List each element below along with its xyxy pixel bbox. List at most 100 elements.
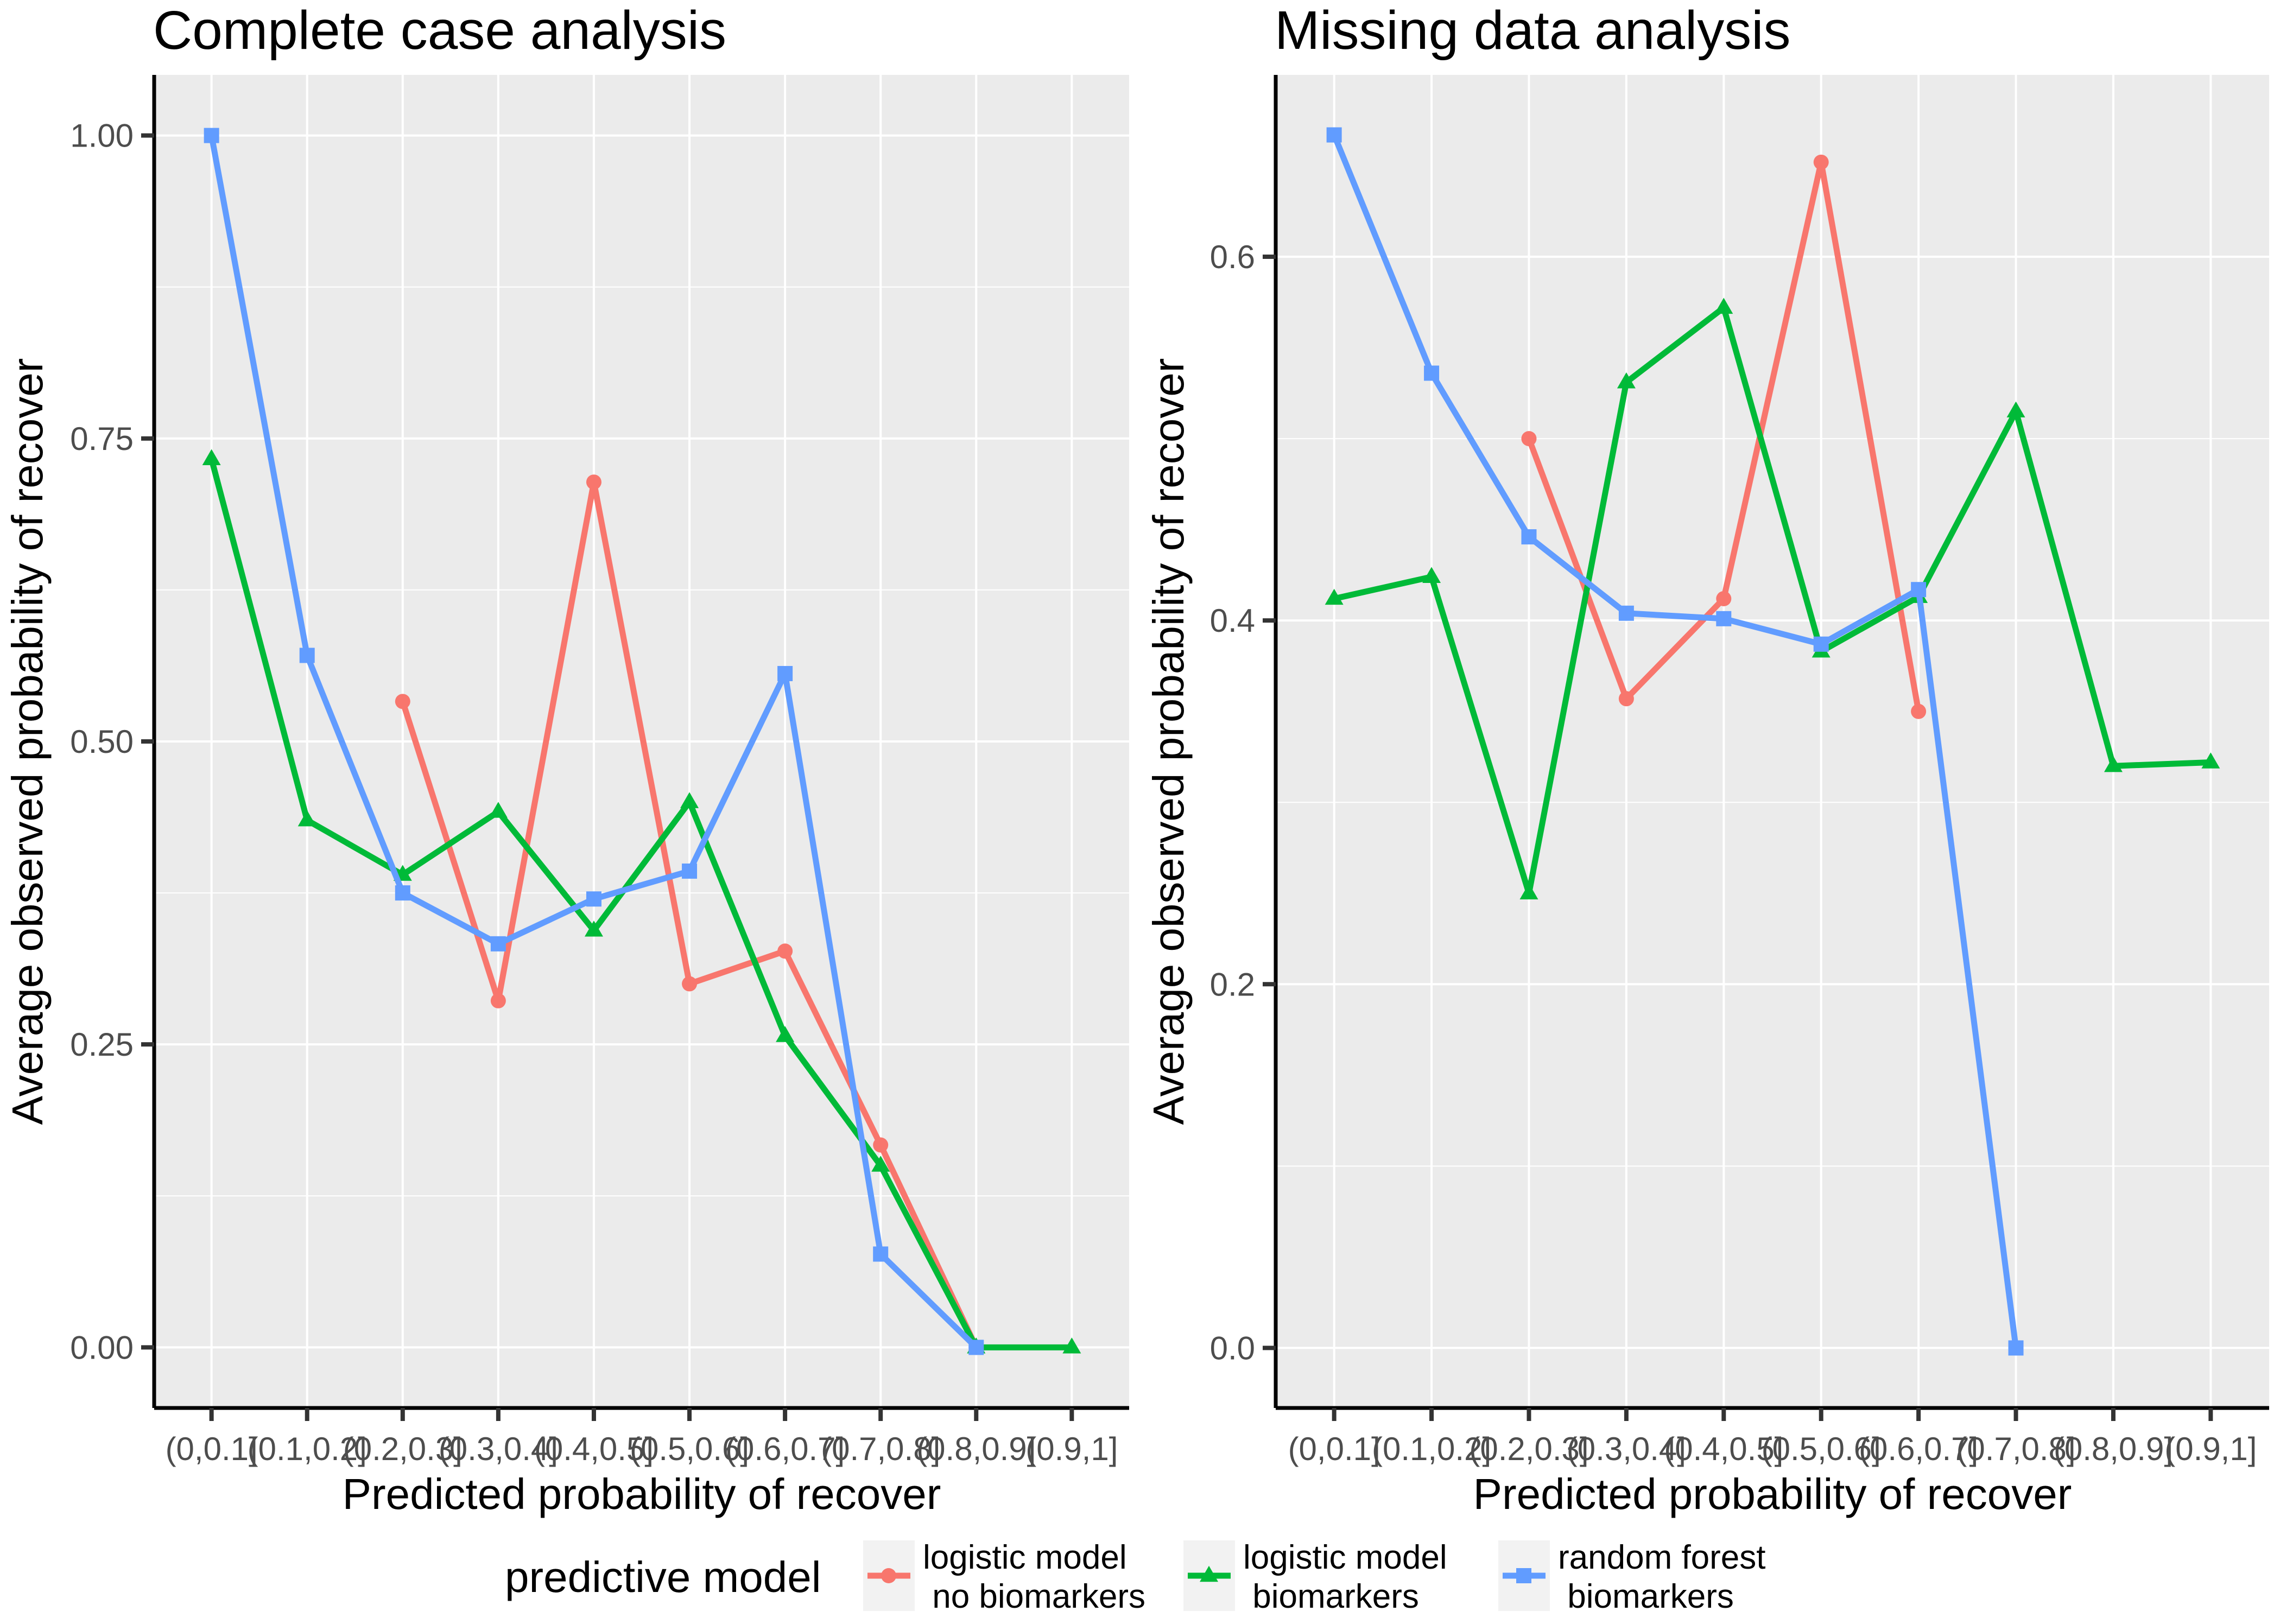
x-tick-label: (0.4,0.5]	[534, 1431, 654, 1467]
panel-1: 0.00 0.25 0.50 0.75 1.00 (0,0.1](0.1,0.2](0.2…	[3, 0, 1129, 1518]
y-tick-label: 1.00	[70, 118, 134, 154]
x-tick-label: (0.8,0.9]	[2054, 1431, 2173, 1467]
x-tick-label: (0.2,0.3]	[343, 1431, 463, 1467]
data-point	[1911, 582, 1927, 598]
data-point	[682, 976, 698, 992]
x-tick-label: (0.1,0.2]	[1372, 1431, 1491, 1467]
x-tick-label: (0.9,1]	[1025, 1431, 1118, 1467]
y-tick-label: 0.2	[1210, 966, 1255, 1003]
legend-label: logistic model	[1243, 1539, 1447, 1576]
data-point	[1618, 605, 1634, 621]
data-point	[2201, 752, 2220, 769]
data-point	[584, 921, 603, 937]
data-point	[2006, 401, 2025, 418]
data-point	[871, 1156, 890, 1172]
y-axis-title: Average observed probability of recover	[1144, 358, 1193, 1125]
legend-title: predictive model	[505, 1553, 821, 1601]
x-tick-label: (0.6,0.7]	[1859, 1431, 1978, 1467]
data-point	[1813, 636, 1829, 652]
series-3	[1326, 127, 2024, 1356]
data-point	[1617, 372, 1636, 389]
data-point	[299, 648, 315, 663]
x-tick-label: (0.3,0.4]	[1567, 1431, 1686, 1467]
x-tick-label: (0.7,0.8]	[1956, 1431, 2075, 1467]
x-tick-label: (0.2,0.3]	[1469, 1431, 1588, 1467]
x-tick-label: (0.3,0.4]	[439, 1431, 558, 1467]
legend-label: biomarkers	[1558, 1578, 1734, 1615]
data-point	[1716, 611, 1732, 626]
data-point	[968, 1340, 984, 1355]
y-tick-label: 0.4	[1210, 602, 1255, 639]
data-point	[204, 128, 219, 143]
data-point	[1714, 297, 1733, 314]
plot-background	[1276, 75, 2269, 1408]
legend-label: no biomarkers	[923, 1578, 1145, 1615]
data-point	[297, 810, 316, 827]
data-point	[1062, 1337, 1081, 1354]
data-point	[489, 802, 508, 818]
legend-label: biomarkers	[1243, 1578, 1419, 1615]
x-tick-label: (0.6,0.7]	[725, 1431, 845, 1467]
x-tick-label: (0.1,0.2]	[248, 1431, 367, 1467]
data-point	[873, 1137, 889, 1153]
series-line	[208, 456, 1075, 1350]
x-axis-title: Predicted probability of recover	[1473, 1470, 2072, 1518]
x-tick-label: (0,0.1]	[166, 1431, 258, 1467]
legend-label: logistic model	[923, 1539, 1127, 1576]
series-2	[202, 449, 1081, 1354]
legend-item-2: logistic model biomarkers	[1183, 1539, 1447, 1615]
data-point	[1326, 127, 1342, 143]
data-point	[777, 665, 793, 681]
x-tick-label: (0.9,1]	[2164, 1431, 2257, 1467]
legend-key-marker	[1516, 1568, 1531, 1583]
panel-title: Complete case analysis	[153, 0, 726, 61]
legend-key-marker	[881, 1568, 896, 1583]
data-point	[1424, 365, 1440, 381]
legend: predictive model logistic model no biomar…	[505, 1539, 1766, 1615]
y-tick-label: 0.75	[70, 421, 134, 457]
data-point	[586, 891, 601, 907]
legend-label: random forest	[1558, 1539, 1766, 1576]
data-point	[395, 885, 410, 901]
legend-item-3: random forest biomarkers	[1498, 1539, 1766, 1615]
data-point	[1813, 154, 1829, 170]
data-point	[1325, 588, 1344, 605]
y-tick-label: 0.25	[70, 1026, 134, 1063]
data-point	[777, 943, 793, 959]
x-axis-title: Predicted probability of recover	[343, 1470, 941, 1518]
legend-item-1: logistic model no biomarkers	[863, 1539, 1145, 1615]
series-line	[1331, 304, 2214, 897]
series-3	[204, 128, 984, 1355]
x-tick-label: (0,0.1]	[1288, 1431, 1380, 1467]
data-point	[1911, 703, 1927, 719]
data-point	[1519, 883, 1538, 899]
data-point	[873, 1246, 889, 1262]
data-point	[2104, 756, 2123, 772]
data-point	[490, 936, 506, 951]
y-tick-label: 0.0	[1210, 1330, 1255, 1366]
data-point	[586, 474, 601, 490]
data-point	[1716, 591, 1732, 606]
x-tick-label: (0.7,0.8]	[821, 1431, 940, 1467]
data-point	[490, 993, 506, 1008]
data-point	[202, 449, 221, 465]
x-tick-label: (0.5,0.6]	[1762, 1431, 1881, 1467]
legend-key-marker	[1200, 1565, 1218, 1582]
data-point	[395, 694, 410, 709]
data-point	[2008, 1340, 2024, 1356]
data-point	[1521, 431, 1537, 447]
data-point	[682, 863, 698, 879]
x-tick-label: (0.8,0.9]	[916, 1431, 1036, 1467]
x-tick-label: (0.5,0.6]	[630, 1431, 749, 1467]
data-point	[1422, 567, 1441, 583]
data-point	[1618, 691, 1634, 707]
data-point	[680, 792, 699, 808]
y-tick-label: 0.00	[70, 1329, 134, 1366]
series-2	[1325, 297, 2220, 899]
data-point	[1521, 529, 1537, 545]
panel-title: Missing data analysis	[1275, 0, 1790, 61]
x-tick-label: (0.4,0.5]	[1664, 1431, 1783, 1467]
y-axis-title: Average observed probability of recover	[3, 358, 52, 1125]
